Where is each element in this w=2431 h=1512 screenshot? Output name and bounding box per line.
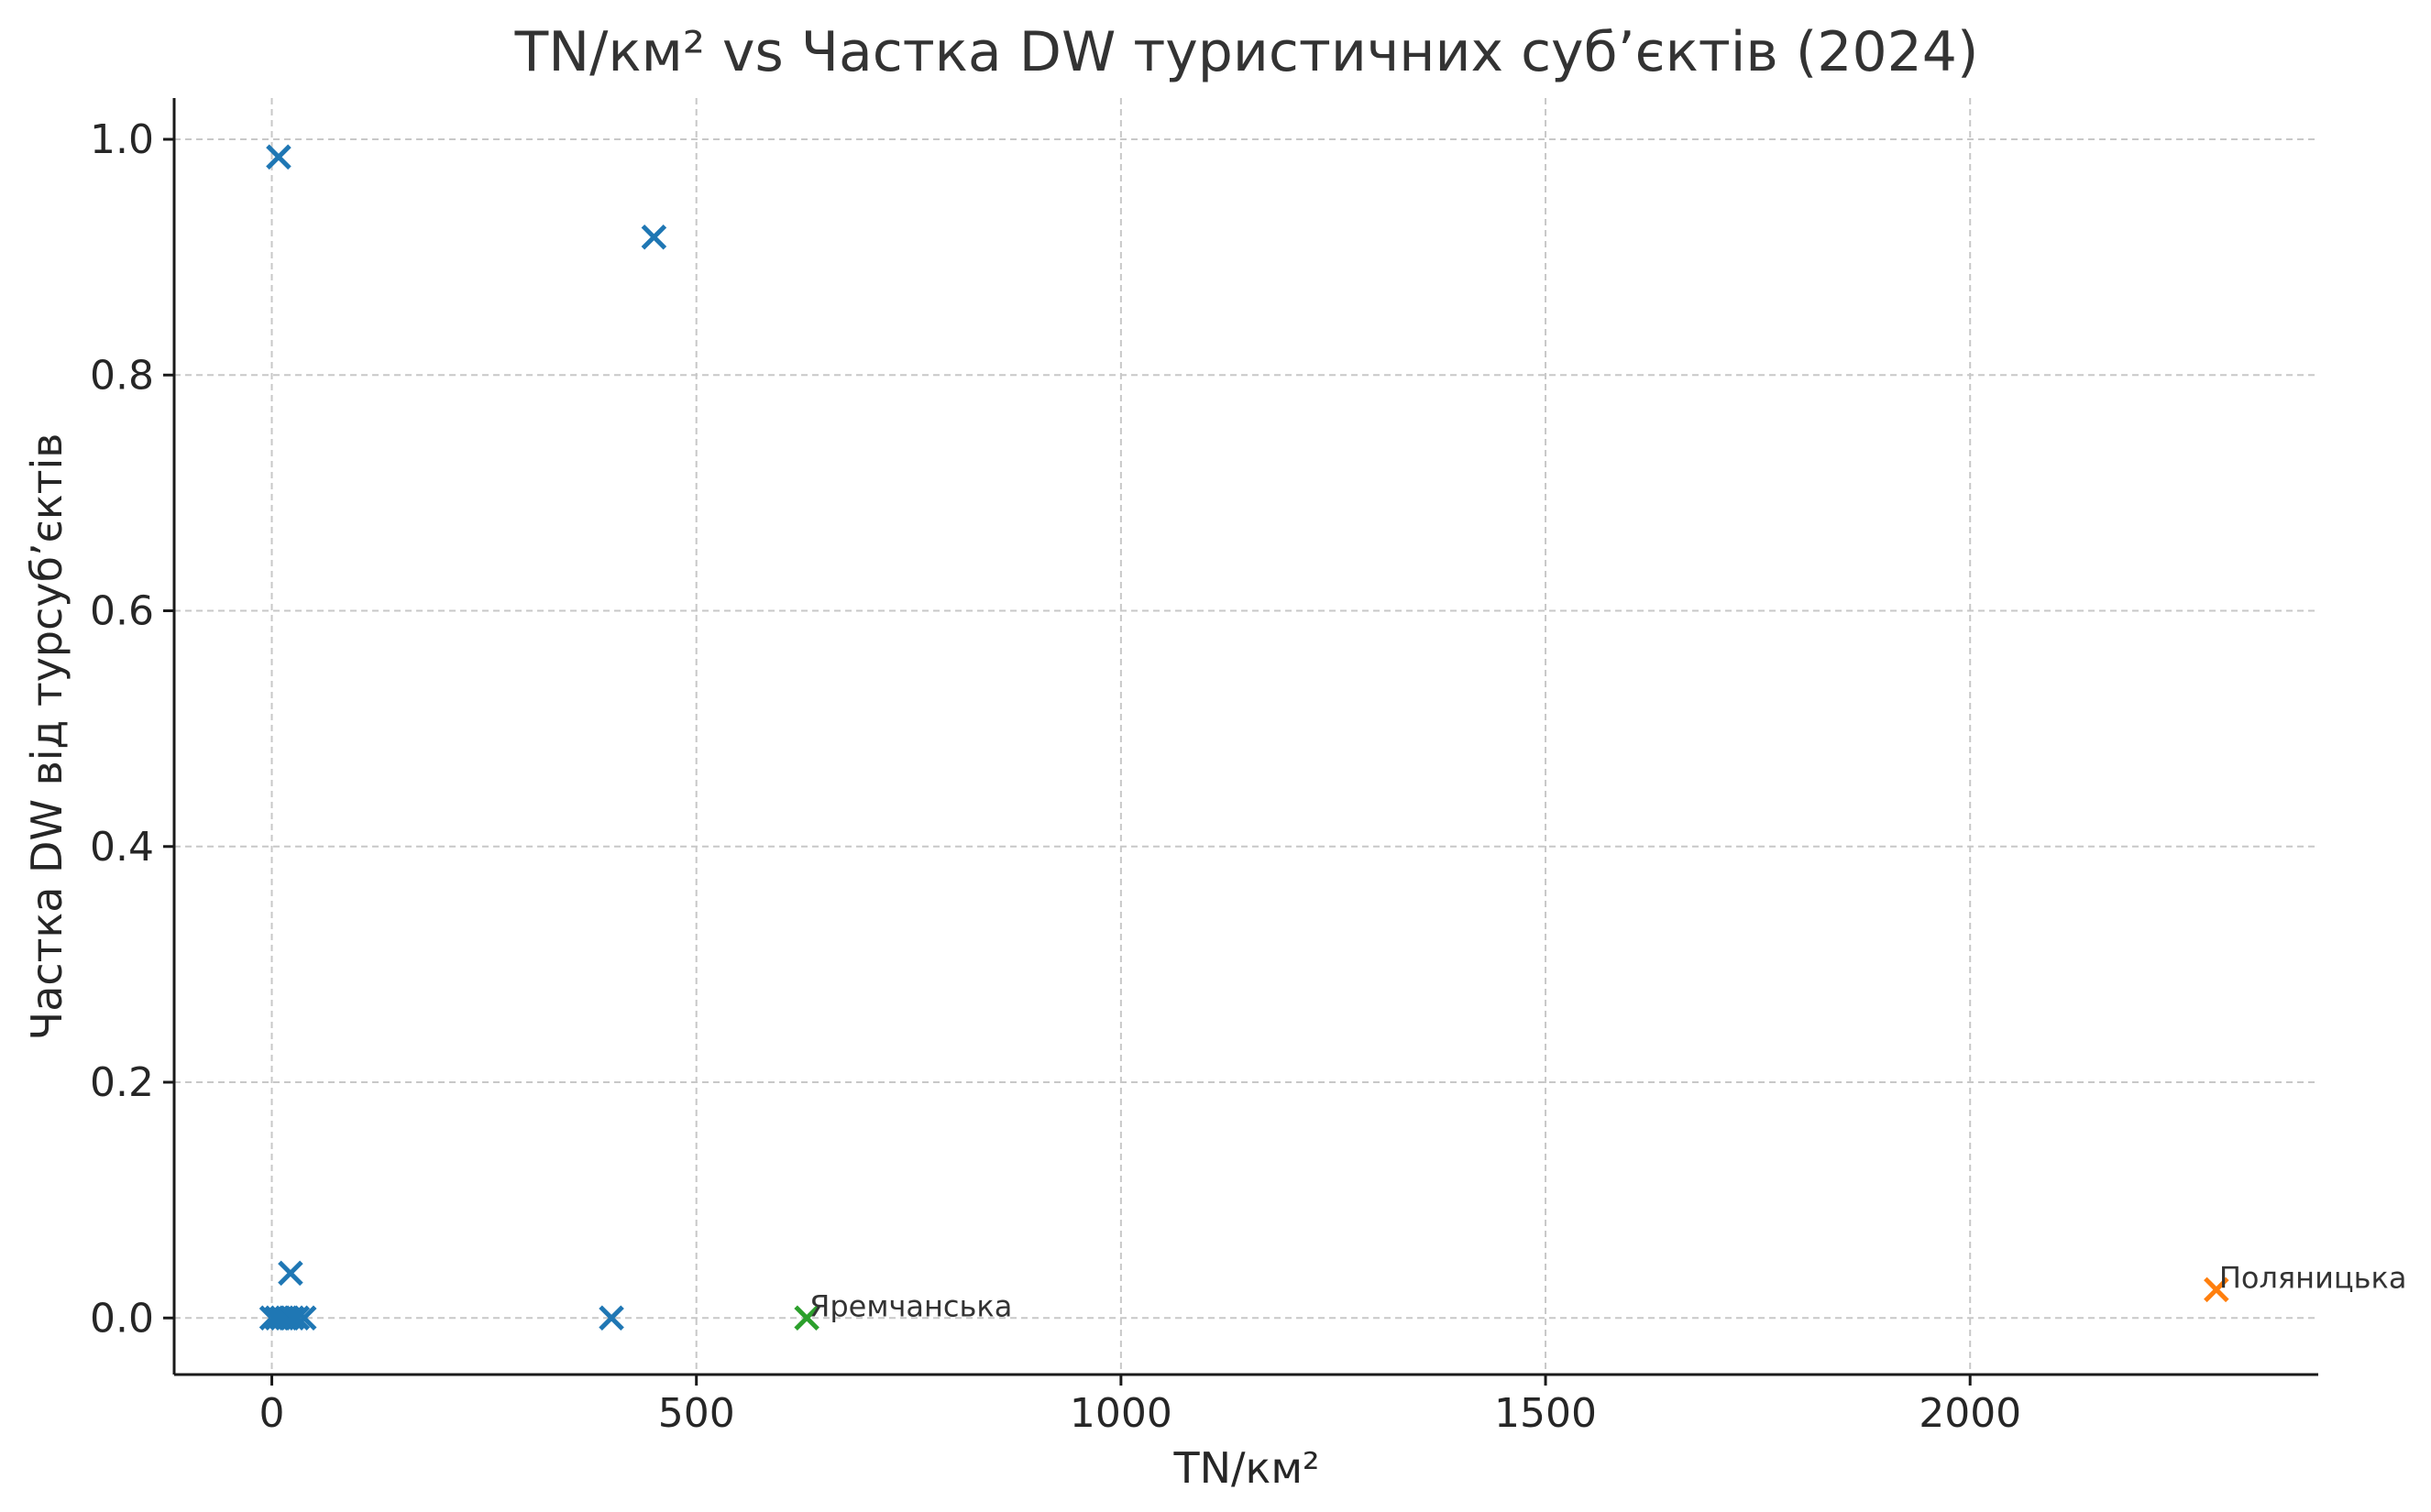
data-points: Яремчанська Поляницька	[258, 144, 2407, 1331]
point-annotation: Поляницька	[2219, 1260, 2407, 1295]
y-tick-label: 0.6	[90, 588, 154, 635]
data-point	[794, 1305, 820, 1331]
x-ticks: 0 500 1000 1500 2000	[259, 1375, 2021, 1437]
x-tick-label: 1500	[1494, 1390, 1597, 1437]
data-point	[278, 1260, 303, 1287]
x-tick-label: 500	[658, 1390, 735, 1437]
point-annotation: Яремчанська	[809, 1288, 1012, 1323]
y-tick-label: 0.4	[90, 824, 154, 871]
y-tick-label: 0.2	[90, 1059, 154, 1106]
x-tick-label: 1000	[1070, 1390, 1172, 1437]
data-point	[2204, 1276, 2229, 1303]
x-axis-label: TN/км²	[1173, 1443, 1320, 1493]
grid	[174, 98, 2318, 1375]
chart-title: TN/км² vs Частка DW туристичних суб’єкті…	[514, 20, 1979, 84]
y-tick-label: 0.8	[90, 352, 154, 399]
data-point	[599, 1305, 624, 1331]
y-tick-label: 1.0	[90, 116, 154, 163]
y-axis-label: Частка DW від турсуб’єктів	[22, 433, 72, 1041]
y-ticks: 0.0 0.2 0.4 0.6 0.8 1.0	[90, 116, 174, 1342]
x-tick-label: 2000	[1919, 1390, 2021, 1437]
x-tick-label: 0	[259, 1390, 285, 1437]
axes-frame	[172, 98, 2318, 1376]
y-tick-label: 0.0	[90, 1295, 154, 1342]
data-point	[284, 1305, 311, 1331]
data-point	[291, 1305, 317, 1331]
data-point	[641, 225, 667, 250]
data-point	[266, 144, 292, 170]
